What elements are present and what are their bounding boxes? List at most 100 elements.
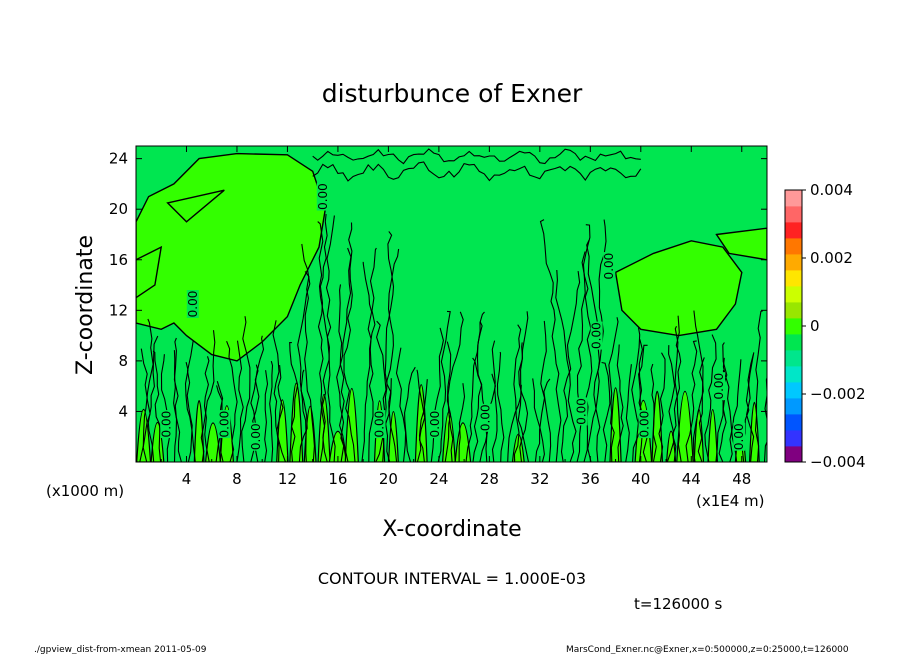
x-tick-label: 40 (631, 470, 650, 488)
contour-line (658, 352, 666, 462)
contour-value-label: 0.00 (712, 373, 726, 400)
contour-line (555, 269, 577, 462)
contour-line (447, 311, 464, 462)
contour-line (650, 363, 657, 462)
contour-line (272, 320, 287, 462)
x-tick-label: 32 (530, 470, 549, 488)
contour-line (362, 261, 374, 462)
contour-line (513, 324, 522, 462)
contour-line (269, 360, 274, 462)
contour-line (338, 284, 349, 462)
colorbar-tick-label: −0.004 (810, 453, 866, 471)
contour-line (317, 214, 328, 462)
colorbar-swatch (785, 350, 802, 367)
contour-line (312, 161, 642, 182)
contour-line (325, 215, 336, 462)
contour-line (534, 320, 547, 462)
contour-line (276, 365, 284, 462)
y-tick-label: 12 (109, 301, 128, 319)
contour-line (152, 350, 162, 462)
colorbar-swatch (785, 414, 802, 431)
colorbar-swatch (785, 382, 802, 399)
colorbar-swatch (785, 334, 802, 351)
contour-value-label: 0.00 (590, 322, 604, 349)
positive-region (204, 422, 222, 462)
contour-line (532, 378, 545, 462)
plot-area: 0.00 0.00 0.00 0.00 0.00 0.00 0.00 0.00 0.00 0.00… (109, 145, 768, 488)
x-unit-label: (x1000 m) (46, 482, 124, 500)
contour-line (746, 354, 755, 462)
colorbar-swatch (785, 446, 802, 463)
contour-line (343, 222, 356, 462)
contour-line (304, 271, 315, 462)
contour-line (543, 378, 552, 462)
contour-line (236, 340, 244, 462)
contour-line (395, 347, 407, 462)
colorbar-tick-label: 0 (810, 317, 820, 335)
x-tick-label: 16 (328, 470, 347, 488)
positive-region (715, 227, 767, 261)
contour-line (704, 334, 717, 462)
contour-line (184, 361, 196, 462)
x-tick-label: 20 (379, 470, 398, 488)
y-tick-label: 24 (109, 150, 128, 168)
colorbar-swatch (785, 286, 802, 303)
contour-line (200, 330, 216, 462)
contour-line (539, 219, 562, 462)
contour-line (608, 317, 619, 462)
contour-line (560, 271, 581, 462)
contour-line (140, 348, 151, 462)
contour-line (586, 239, 601, 462)
contour-line (404, 366, 416, 462)
contour-line (298, 369, 308, 462)
contour-line (472, 357, 483, 462)
contour-value-label: 0.00 (574, 398, 588, 425)
contour-line (416, 369, 426, 462)
x-axis-label: X-coordinate (382, 517, 521, 542)
x-tick-label: 8 (232, 470, 242, 488)
footer-right: MarsCond_Exner.nc@Exner,x=0:500000,z=0:2… (566, 645, 849, 654)
colorbar-tick-label: 0.002 (810, 249, 853, 267)
x-tick-label: 48 (732, 470, 751, 488)
x-tick-label: 24 (429, 470, 448, 488)
contour-line (147, 335, 159, 462)
contour-line (388, 378, 398, 462)
colorbar-swatch (785, 302, 802, 319)
contour-line (376, 320, 391, 462)
x-scale-label: (x1E4 m) (696, 492, 765, 510)
x-tick-label: 4 (182, 470, 192, 488)
contour-value-label: 0.00 (217, 411, 231, 438)
contour-line (496, 351, 505, 462)
contour-value-label: 0.00 (479, 404, 493, 431)
contour-line (666, 345, 676, 462)
colorbar-tick-label: 0.004 (810, 181, 853, 199)
contour-line (361, 247, 377, 462)
colorbar-swatch (785, 238, 802, 255)
contour-line (718, 342, 728, 462)
contour-line (458, 383, 466, 462)
contour-line (601, 361, 611, 462)
chart-title: disturbunce of Exner (322, 79, 583, 108)
contour-line (203, 356, 210, 462)
footer-left: ./gpview_dist-from-xmean 2011-05-09 (34, 645, 207, 654)
contour-value-label: 0.00 (638, 411, 652, 438)
contour-line (317, 221, 330, 462)
contour-line (173, 337, 182, 462)
plot-frame (135, 145, 768, 463)
y-tick-label: 20 (109, 200, 128, 218)
positive-region (693, 408, 705, 462)
colorbar-swatch (785, 366, 802, 383)
positive-region (614, 240, 743, 337)
positive-region (136, 245, 163, 299)
contour-line (312, 148, 641, 165)
contour-value-label: 0.00 (316, 183, 330, 210)
contour-line (625, 364, 632, 462)
contour-value-label: 0.00 (428, 411, 442, 438)
contour-line (186, 340, 194, 462)
contour-line (289, 342, 299, 462)
contour-line (729, 359, 742, 462)
contour-line (336, 247, 352, 462)
contour-line (160, 354, 171, 462)
contour-line (674, 325, 682, 462)
